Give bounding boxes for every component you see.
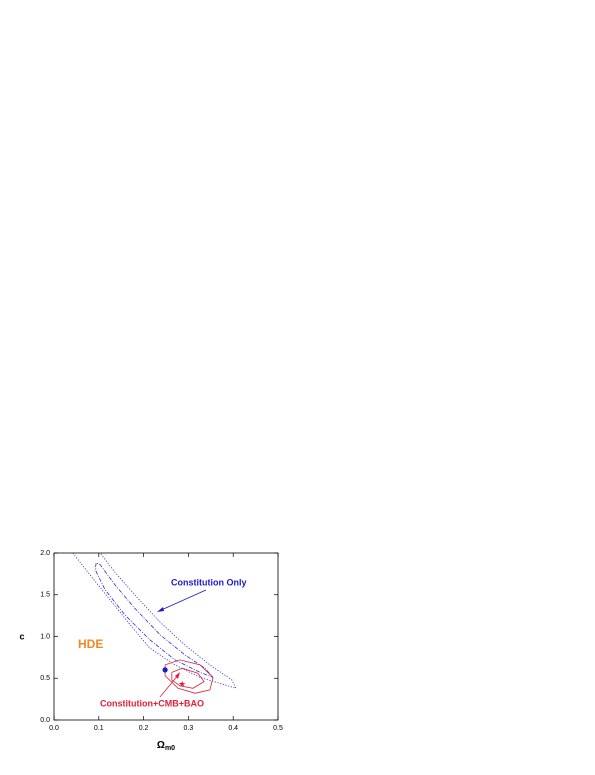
y-tick-label: 1.5: [40, 592, 50, 599]
x-tick-label: 0.3: [184, 725, 194, 732]
y-tick-label: 0.0: [40, 717, 50, 724]
x-label-symbol: Ω: [157, 740, 165, 751]
x-tick-label: 0.1: [94, 725, 104, 732]
y-axis-label: c: [19, 631, 24, 641]
y-tick-label: 2.0: [40, 550, 50, 557]
x-axis-label: Ωm0: [157, 740, 175, 752]
best-fit-point: [178, 680, 186, 687]
x-tick-label: 0.5: [273, 725, 283, 732]
contour: [72, 552, 237, 689]
y-tick-label: 0.5: [40, 675, 50, 682]
x-label-subscript: m0: [165, 745, 175, 752]
x-tick-label: 0.2: [139, 725, 149, 732]
best-fit-point: [162, 667, 168, 673]
y-tick-label: 1.0: [40, 633, 50, 640]
contour: [171, 667, 205, 689]
annotation: Constitution Only: [171, 577, 247, 587]
annotation: Constitution+CMB+BAO: [100, 698, 204, 708]
annotation: HDE: [78, 637, 103, 651]
x-tick-label: 0.4: [228, 725, 238, 732]
arrow: [159, 673, 180, 698]
arrow-head: [157, 607, 164, 612]
arrow: [158, 589, 207, 612]
x-tick-label: 0.0: [49, 725, 59, 732]
contour: [164, 659, 214, 694]
arrow-head: [175, 672, 180, 679]
